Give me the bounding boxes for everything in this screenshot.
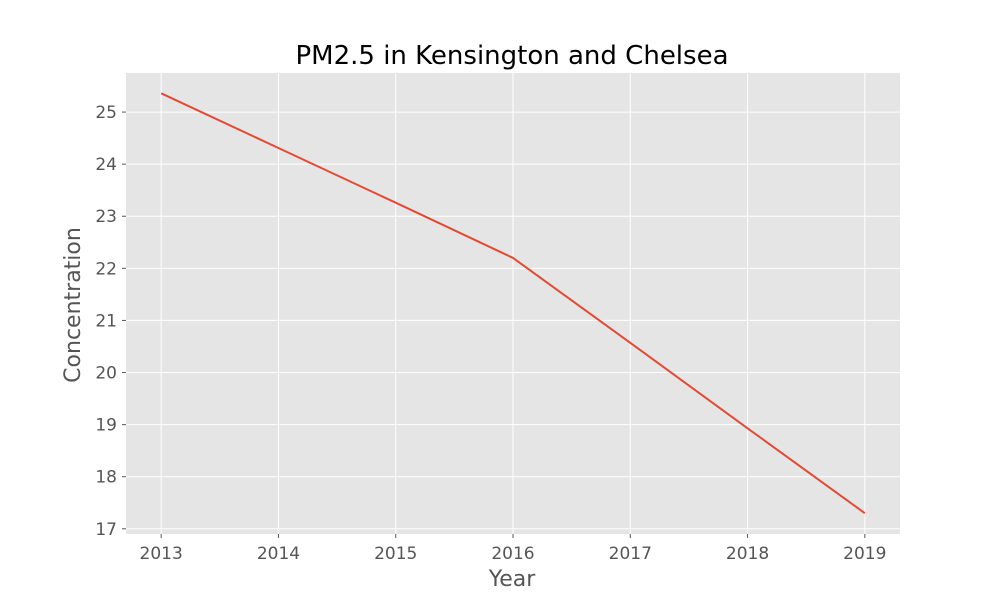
x-tick-label: 2018 xyxy=(726,544,769,564)
y-tick-label: 17 xyxy=(95,520,117,540)
y-tick-label: 22 xyxy=(95,259,117,279)
x-tick-label: 2013 xyxy=(140,544,183,564)
series-line xyxy=(160,92,866,514)
x-tick-label: 2014 xyxy=(257,544,300,564)
y-tick-label: 21 xyxy=(95,311,117,331)
x-axis-label: Year xyxy=(488,567,537,592)
y-tick-label: 23 xyxy=(95,207,117,227)
x-tick-label: 2015 xyxy=(374,544,417,564)
chart-title: PM2.5 in Kensington and Chelsea xyxy=(295,41,728,71)
x-tick-label: 2016 xyxy=(491,544,534,564)
y-axis-label: Concentration xyxy=(61,227,86,383)
series-layer xyxy=(160,92,866,514)
y-tick-label: 20 xyxy=(95,364,117,384)
y-tick-label: 24 xyxy=(95,155,117,175)
y-tick-label: 18 xyxy=(95,468,117,488)
x-tick-label: 2017 xyxy=(609,544,652,564)
x-tick-label: 2019 xyxy=(843,544,886,564)
axis-ticks: 2013 2014 2015 2016 2017 2018 2019 17 18 19 20 21 22… xyxy=(95,103,886,564)
gridlines xyxy=(126,73,900,534)
y-tick-label: 19 xyxy=(95,416,117,436)
y-tick-label: 25 xyxy=(95,103,117,123)
